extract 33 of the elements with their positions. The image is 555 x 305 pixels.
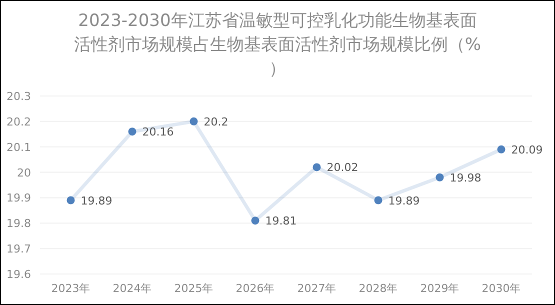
x-tick-label: 2023年 bbox=[51, 282, 90, 295]
y-tick-label: 20.1 bbox=[6, 140, 31, 154]
data-label: 20.02 bbox=[326, 161, 358, 174]
y-tick-label: 19.6 bbox=[6, 268, 31, 281]
y-tick-label: 20.2 bbox=[6, 115, 31, 128]
data-label: 19.89 bbox=[80, 194, 112, 208]
title: 2023-2030年江苏省温敏型可控乳化功能生物基表面活性剂市场规模占生物基表面活性剂市场规模比例（%） bbox=[74, 11, 482, 79]
x-tick-label: 2029年 bbox=[420, 282, 460, 295]
x-tick-label: 2030年 bbox=[482, 282, 521, 295]
data-label: 20.2 bbox=[204, 115, 228, 128]
x-tick-label: 2026年 bbox=[236, 282, 275, 295]
point bbox=[436, 173, 444, 182]
data-label: 20.09 bbox=[511, 143, 543, 156]
point bbox=[497, 145, 506, 154]
point bbox=[128, 128, 136, 136]
data-label: 19.98 bbox=[450, 171, 482, 184]
y-tick-label: 20 bbox=[17, 166, 31, 180]
x-tick-label: 2024年 bbox=[112, 282, 152, 295]
y-tick-label: 20.3 bbox=[6, 90, 31, 103]
point bbox=[312, 163, 321, 172]
x-tick-label: 2025年 bbox=[174, 282, 214, 295]
point bbox=[190, 117, 198, 126]
data-label: 19.89 bbox=[388, 194, 420, 208]
point bbox=[251, 216, 260, 225]
data-label: 20.16 bbox=[142, 126, 174, 139]
y-tick-label: 19.8 bbox=[6, 217, 31, 230]
x-tick-label: 2027年 bbox=[297, 282, 336, 295]
y-tick-label: 19.7 bbox=[6, 242, 31, 256]
data-label: 19.81 bbox=[265, 214, 297, 228]
point bbox=[66, 196, 75, 204]
y-tick-label: 19.9 bbox=[6, 192, 31, 205]
x-tick-label: 2028年 bbox=[358, 282, 398, 295]
point bbox=[374, 196, 382, 204]
